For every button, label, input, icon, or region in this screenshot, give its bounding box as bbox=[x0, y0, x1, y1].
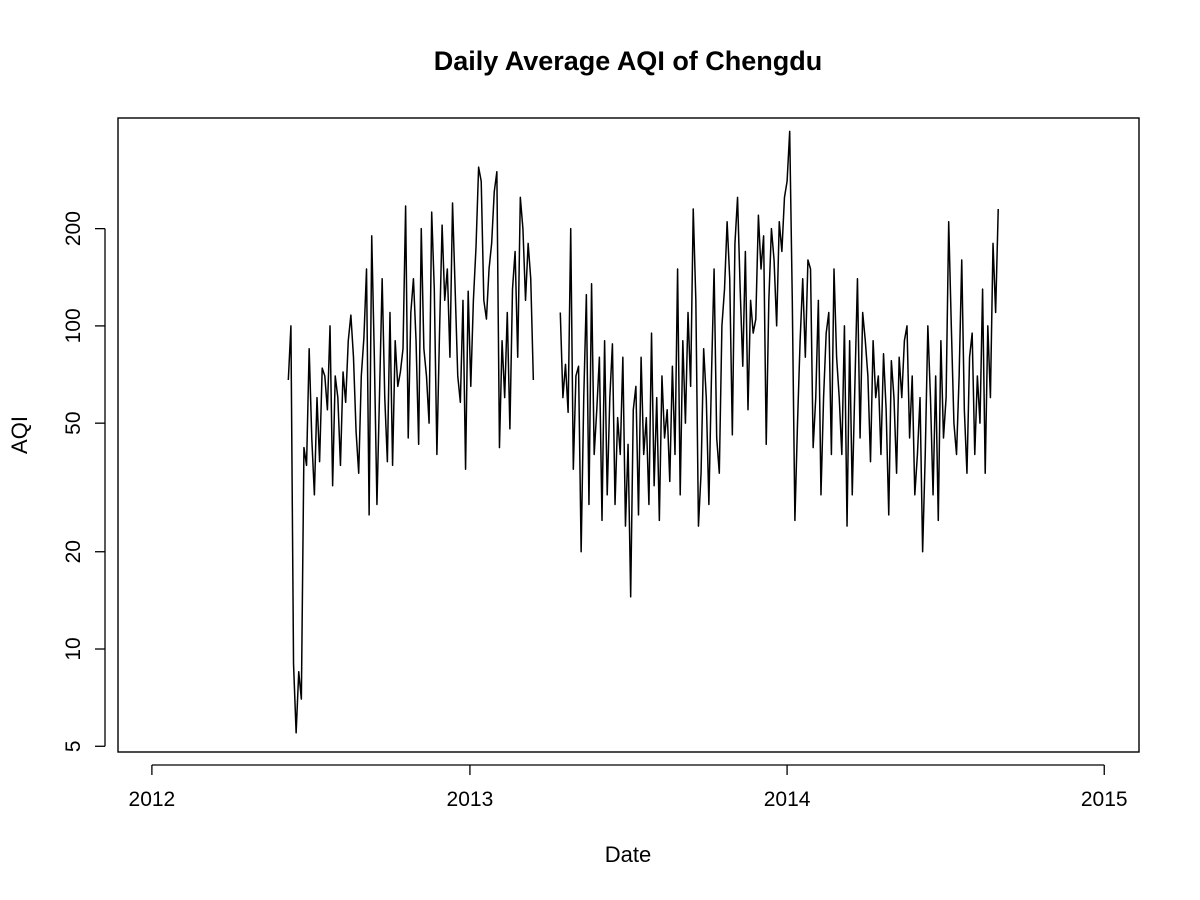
x-axis: 2012 2013 2014 2015 bbox=[129, 764, 1128, 811]
x-tick-label: 2014 bbox=[764, 788, 811, 811]
y-tick-label: 5 bbox=[62, 740, 85, 752]
series-line-segment bbox=[287, 166, 535, 734]
y-tick-label: 100 bbox=[62, 308, 85, 343]
series-line-segment bbox=[559, 130, 999, 598]
x-tick-label: 2013 bbox=[447, 788, 494, 811]
y-tick-label: 20 bbox=[62, 540, 85, 563]
plot-frame bbox=[117, 117, 1140, 753]
y-tick-label: 10 bbox=[62, 637, 85, 660]
y-axis: 5 10 20 50 100 200 bbox=[62, 211, 106, 752]
y-tick-label: 200 bbox=[62, 211, 85, 246]
y-axis-label: AQI bbox=[7, 416, 32, 454]
x-tick-label: 2012 bbox=[129, 788, 176, 811]
y-tick-label: 50 bbox=[62, 411, 85, 434]
x-axis-label: Date bbox=[605, 842, 651, 867]
chart-title: Daily Average AQI of Chengdu bbox=[434, 46, 823, 76]
x-tick-label: 2015 bbox=[1081, 788, 1128, 811]
